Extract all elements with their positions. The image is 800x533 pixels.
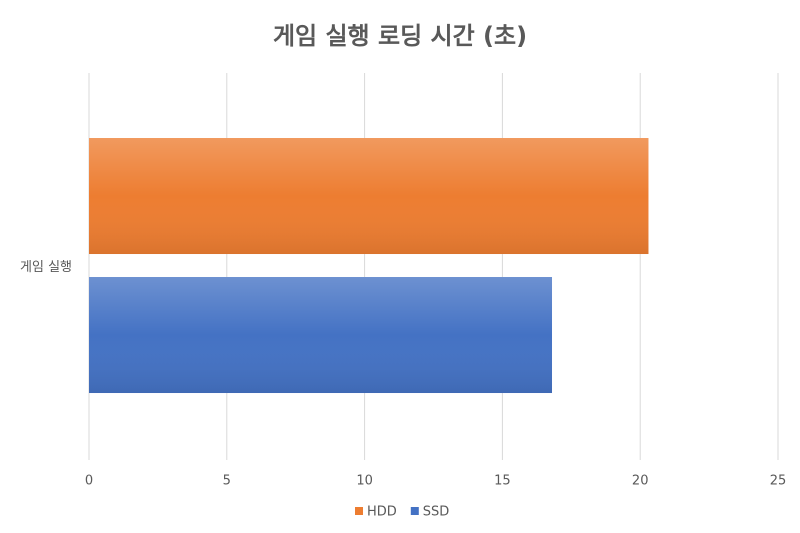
x-tick-label: 5: [223, 474, 231, 489]
x-tick-label: 25: [770, 474, 787, 489]
legend-label: HDD: [367, 505, 397, 520]
legend-swatch: [355, 507, 363, 515]
chart-title: 게임 실행 로딩 시간 (초): [273, 22, 527, 50]
x-tick-label: 15: [494, 474, 511, 489]
y-tick-label: 게임 실행: [20, 259, 72, 275]
legend-swatch: [410, 507, 419, 515]
bar-shading: [89, 138, 649, 255]
bar-shading: [89, 277, 553, 394]
x-tick-label: 0: [85, 474, 93, 489]
legend-label: SSD: [423, 505, 450, 520]
x-tick-label: 20: [632, 474, 649, 489]
x-tick-label: 10: [356, 474, 373, 489]
